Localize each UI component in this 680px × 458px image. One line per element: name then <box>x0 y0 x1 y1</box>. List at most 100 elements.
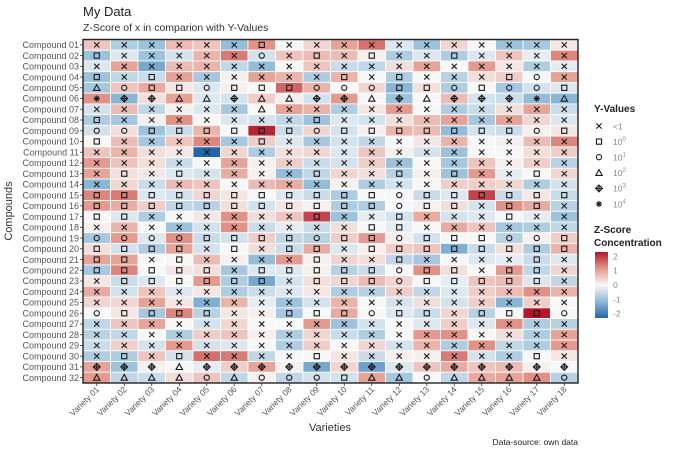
heatmap-cell <box>550 82 579 94</box>
x-cross-icon <box>368 159 375 166</box>
heatmap-cell <box>495 296 524 309</box>
heatmap-cell <box>165 253 194 266</box>
cell-fill <box>495 210 524 223</box>
x-cross-icon <box>341 353 348 360</box>
cell-fill <box>165 253 194 266</box>
heatmap-cell <box>137 82 166 94</box>
x-cross-icon <box>258 224 265 231</box>
heatmap-cell <box>110 296 139 309</box>
cell-fill <box>220 82 249 94</box>
heatmap-cell <box>110 60 139 73</box>
cell-fill <box>495 275 524 287</box>
circle-icon <box>341 84 348 91</box>
heatmap-cell <box>220 264 249 277</box>
heatmap-cell <box>522 71 551 83</box>
square-icon <box>396 245 403 252</box>
shape-legend-item: 104 <box>595 199 626 209</box>
x-cross-icon <box>93 63 100 70</box>
square-icon <box>121 213 128 220</box>
heatmap-cell <box>467 210 496 223</box>
x-cross-icon <box>231 159 238 166</box>
square-icon <box>595 138 603 145</box>
square-icon <box>93 213 100 220</box>
cell-fill <box>550 307 579 319</box>
heatmap-cell <box>522 339 551 352</box>
heatmap-cell <box>220 178 249 191</box>
chart-subtitle: Z-Score of x in comparion with Y-Values <box>83 22 268 34</box>
square-icon <box>423 202 430 210</box>
square-icon <box>451 245 458 252</box>
x-cross-icon <box>148 320 155 327</box>
heatmap-cell <box>247 307 276 319</box>
heatmap-cell <box>495 307 524 319</box>
heatmap-cell <box>220 210 249 223</box>
crossed-diamond-icon <box>120 362 129 372</box>
x-cross-icon <box>341 149 348 156</box>
heatmap-cell <box>110 307 139 319</box>
square-icon <box>478 277 485 285</box>
y-tick-label: Compound 14 <box>22 180 79 190</box>
heatmap-cell <box>495 82 524 94</box>
heatmap-cell <box>522 221 551 234</box>
x-cross-icon <box>203 74 210 81</box>
square-icon <box>423 127 430 134</box>
heatmap-cell <box>467 371 496 384</box>
heatmap-cell <box>220 71 249 83</box>
shape-legend-item: <1 <box>596 121 623 131</box>
heatmap-cell <box>165 339 194 352</box>
circle-icon <box>506 234 513 242</box>
x-cross-icon <box>148 106 155 113</box>
x-cross-icon <box>451 331 458 338</box>
square-icon <box>451 52 458 59</box>
x-cross-icon <box>506 181 513 188</box>
x-cross-icon <box>368 138 375 145</box>
heatmap-cell <box>440 307 469 319</box>
heatmap-cell <box>165 82 194 94</box>
circle-icon <box>93 310 100 317</box>
x-cross-icon <box>561 202 568 209</box>
circle-icon <box>203 84 210 91</box>
heatmap-cell <box>82 243 111 255</box>
cell-fill <box>220 189 249 201</box>
fill-legend: Z-Score Concentration 2 1 0 -1 -2 <box>594 225 662 319</box>
cell-fill <box>357 232 386 244</box>
cell-fill <box>165 264 194 277</box>
heatmap-cell <box>82 318 111 330</box>
heatmap-cell <box>522 167 551 180</box>
x-cross-icon <box>231 353 238 360</box>
heatmap-cell <box>522 157 551 169</box>
x-cross-icon <box>231 106 238 113</box>
square-icon <box>368 234 375 242</box>
square-icon <box>121 191 128 199</box>
heatmap-cell <box>275 307 304 319</box>
cell-fill <box>165 350 194 362</box>
heatmap-cell <box>82 82 111 94</box>
x-cross-icon <box>341 331 348 338</box>
heatmap-cell <box>220 221 249 234</box>
heatmap-cell <box>192 307 221 319</box>
square-icon <box>423 267 430 274</box>
square-icon <box>258 277 265 285</box>
circle-icon <box>148 234 155 242</box>
heatmap-cell <box>137 157 166 169</box>
heatmap-cell <box>495 253 524 266</box>
heatmap-cell <box>385 339 414 352</box>
x-cross-icon <box>451 256 458 263</box>
heatmap-cell <box>385 135 414 148</box>
heatmap-cell <box>220 361 249 373</box>
heatmap-cell <box>357 60 386 73</box>
x-cross-icon <box>313 74 320 81</box>
heatmap-cell <box>165 264 194 277</box>
heatmap-cell <box>220 146 249 158</box>
x-cross-icon <box>93 181 100 188</box>
square-icon <box>203 234 210 242</box>
heatmap-cell <box>220 350 249 362</box>
x-cross-icon <box>368 181 375 188</box>
cell-fill <box>247 275 276 287</box>
x-cross-icon <box>93 278 100 285</box>
heatmap-cell <box>192 232 221 244</box>
circle-icon <box>561 374 568 381</box>
heatmap-cell <box>385 285 414 298</box>
heatmap-cell <box>275 253 304 266</box>
triangle-icon <box>477 373 486 381</box>
